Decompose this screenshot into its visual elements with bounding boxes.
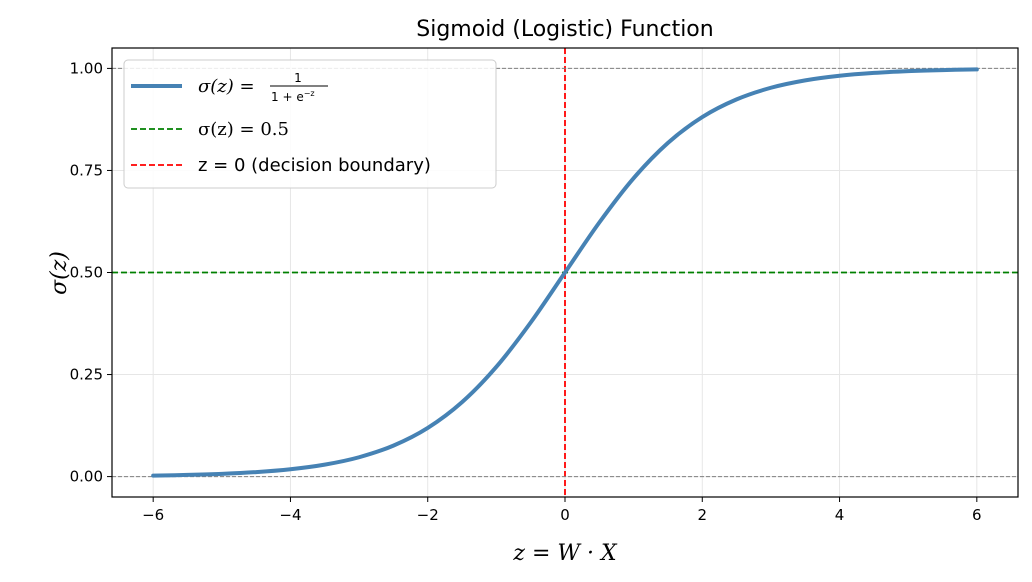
y-tick-label: 0.50: [70, 264, 103, 282]
y-tick-label: 0.00: [70, 468, 103, 486]
y-tick-label: 0.25: [70, 366, 103, 384]
x-tick-label: 0: [560, 506, 570, 524]
chart-title: Sigmoid (Logistic) Function: [416, 17, 713, 42]
legend-denominator-exponent: −z: [304, 89, 315, 98]
legend-denominator-base: 1 + e: [271, 90, 304, 104]
y-tick-label: 1.00: [70, 59, 103, 77]
legend-label-sigmoid: σ(z) =: [198, 76, 255, 97]
y-tick-label: 0.75: [70, 161, 103, 179]
legend-box: [123, 59, 497, 189]
x-axis-label: z = W · X: [512, 541, 618, 566]
x-tick-label: −2: [417, 506, 439, 524]
y-axis-ticks: 0.00 0.25 0.50 0.75 1.00: [70, 59, 112, 486]
x-tick-label: 2: [697, 506, 707, 524]
legend-label-boundary: z = 0 (decision boundary): [198, 155, 431, 176]
legend-sigmoid-lhs: σ(z) =: [198, 76, 255, 97]
y-axis-label: σ(z): [47, 251, 72, 295]
x-tick-label: 6: [972, 506, 982, 524]
legend-label-half: σ(z) = 0.5: [198, 119, 289, 140]
legend-sigmoid-numerator: 1: [294, 71, 302, 85]
legend-sigmoid-denominator: 1 + e−z: [271, 89, 315, 104]
x-axis-ticks: −6 −4 −2 0 2 4 6: [142, 497, 982, 524]
x-tick-label: 4: [835, 506, 845, 524]
x-tick-label: −4: [279, 506, 301, 524]
series-layer: [151, 67, 979, 478]
sigmoid-curve: [151, 67, 979, 478]
x-tick-label: −6: [142, 506, 164, 524]
legend: σ(z) = 1 1 + e−z σ(z) = 0.5 z = 0 (decis…: [123, 59, 497, 189]
